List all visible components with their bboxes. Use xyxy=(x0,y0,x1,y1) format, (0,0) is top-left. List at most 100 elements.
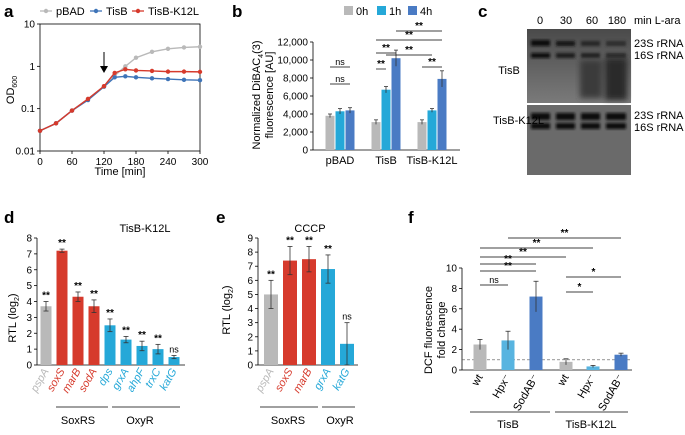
y-tick-label: 2,000 xyxy=(283,128,308,139)
gel-strain-tisb: TisB xyxy=(498,65,520,77)
gel-band-23s-top: 23S rRNA xyxy=(634,38,684,50)
gel-time-unit: min L-ara xyxy=(634,15,681,27)
bar-katG xyxy=(168,357,180,365)
sig-label: ** xyxy=(138,330,146,341)
legend-0h: 0h xyxy=(356,6,368,18)
panel-e-bars: ** ** ** ** ns xyxy=(264,235,354,366)
bar-Hpx--1 xyxy=(501,340,515,370)
legend-tisb-k12l: TisB-K12L xyxy=(148,6,199,18)
bar-marB xyxy=(302,259,316,365)
x-tick-label: 0 xyxy=(37,157,43,168)
y-tick-label: 5 xyxy=(247,290,253,301)
legend-pbad: pBAD xyxy=(56,6,85,18)
sig-label: ** xyxy=(561,228,569,239)
category-label: wt xyxy=(555,373,571,389)
data-point xyxy=(181,77,187,83)
data-point xyxy=(149,49,155,55)
data-point xyxy=(165,46,171,51)
panel-a-arrow xyxy=(100,52,108,73)
panel-d-group-oxyr: OxyR xyxy=(126,415,154,427)
y-tick-label: 5 xyxy=(26,281,32,292)
data-point xyxy=(123,74,128,79)
bar-tisb-k12l-4h xyxy=(437,78,447,150)
group-label-tisb: TisB xyxy=(375,155,397,167)
bar-soxS xyxy=(56,250,68,365)
sig-label: ** xyxy=(286,235,294,246)
data-point xyxy=(197,69,203,75)
panel-d-bars: ** ** ** ** ** ** ** ** ns xyxy=(40,238,180,365)
bar-tisb-1h xyxy=(381,89,391,150)
sig-label: ** xyxy=(533,238,541,249)
bar-pspA xyxy=(264,294,278,365)
sig-label: * xyxy=(578,282,582,293)
sig-label: ** xyxy=(519,247,527,258)
sig-label: ** xyxy=(42,291,50,302)
panel-a-xlabel: Time [min] xyxy=(95,166,146,178)
sig-label: ** xyxy=(90,289,98,300)
panel-f-ylabel-line2: fold change xyxy=(436,302,448,359)
sig-label: ** xyxy=(58,238,66,249)
bar-SodAB--5 xyxy=(614,354,628,370)
bar-grxA xyxy=(120,339,132,365)
data-point xyxy=(149,68,155,74)
data-point xyxy=(123,67,128,72)
panel-a-legend: pBAD TisB TisB-K12L xyxy=(40,6,199,18)
sig-label: ** xyxy=(154,333,162,344)
series-line-pbad xyxy=(39,46,201,132)
data-point xyxy=(112,70,117,76)
sig-label: ** xyxy=(504,261,512,272)
bar-soxS xyxy=(283,260,297,365)
data-point xyxy=(85,96,91,102)
panel-f: f DCF fluorescence fold change 10 8 6 4 2 0 w… xyxy=(408,208,632,431)
bar-SodAB--2 xyxy=(529,296,543,370)
data-point xyxy=(197,78,203,83)
y-tick-label: 0.01 xyxy=(16,147,36,158)
panel-b: b Normalized DiBAC4(3) fluorescence [AU]… xyxy=(232,2,460,167)
y-tick-label: 7 xyxy=(26,249,32,260)
gene-label-katG: katG xyxy=(158,366,180,393)
sig-label: ns xyxy=(169,344,179,354)
data-point xyxy=(133,75,139,80)
panel-e-title: CCCP xyxy=(294,223,325,235)
series-line-tisb xyxy=(39,75,201,132)
bar-pbad-1h xyxy=(335,111,345,150)
gel-time-60: 60 xyxy=(586,15,598,27)
y-tick-label: 2 xyxy=(247,332,253,343)
panel-b-legend: 0h 1h 4h xyxy=(344,6,432,18)
data-point xyxy=(181,69,187,74)
bar-tisb-4h xyxy=(391,58,401,151)
sig-label: ** xyxy=(382,43,390,54)
y-tick-label: 8 xyxy=(247,248,253,259)
sig-label: ** xyxy=(405,45,413,56)
y-tick-label: 0.1 xyxy=(21,104,35,115)
sig-label: ns xyxy=(489,275,499,285)
x-tick-label: 60 xyxy=(66,157,78,168)
bar-tisb-k12l-0h xyxy=(417,122,427,150)
panel-f-group-k12l: TisB-K12L xyxy=(566,419,617,431)
data-point xyxy=(149,76,155,81)
panel-e-group-soxrs: SoxRS xyxy=(271,415,305,427)
y-tick-label: 6 xyxy=(26,265,32,276)
y-tick-label: 2 xyxy=(26,329,32,340)
panel-a-frame xyxy=(39,23,201,152)
panel-e-ylabel: RTL (log2) xyxy=(221,285,235,334)
y-tick-label: 4 xyxy=(451,325,457,336)
y-tick-label: 10,000 xyxy=(277,56,308,67)
panel-b-bars xyxy=(325,49,447,151)
panel-c: c 0 30 60 180 min L-ara xyxy=(478,2,684,175)
panel-a-yticks: 10 1 0.1 0.01 xyxy=(16,20,40,158)
y-tick-label: 3 xyxy=(247,318,253,329)
bar-pbad-4h xyxy=(345,110,355,150)
panel-f-significance: **ns********** xyxy=(480,228,621,293)
panel-f-ylabel-line1: DCF fluorescence xyxy=(423,286,435,374)
panel-d-group-soxrs: SoxRS xyxy=(61,415,95,427)
y-tick-label: 4 xyxy=(26,297,32,308)
y-tick-label: 7 xyxy=(247,262,253,273)
sig-label: ns xyxy=(335,74,345,84)
data-point xyxy=(101,83,107,89)
gel-time-180: 180 xyxy=(608,15,626,27)
panel-b-group-labels: pBAD TisB TisB-K12L xyxy=(326,155,458,167)
